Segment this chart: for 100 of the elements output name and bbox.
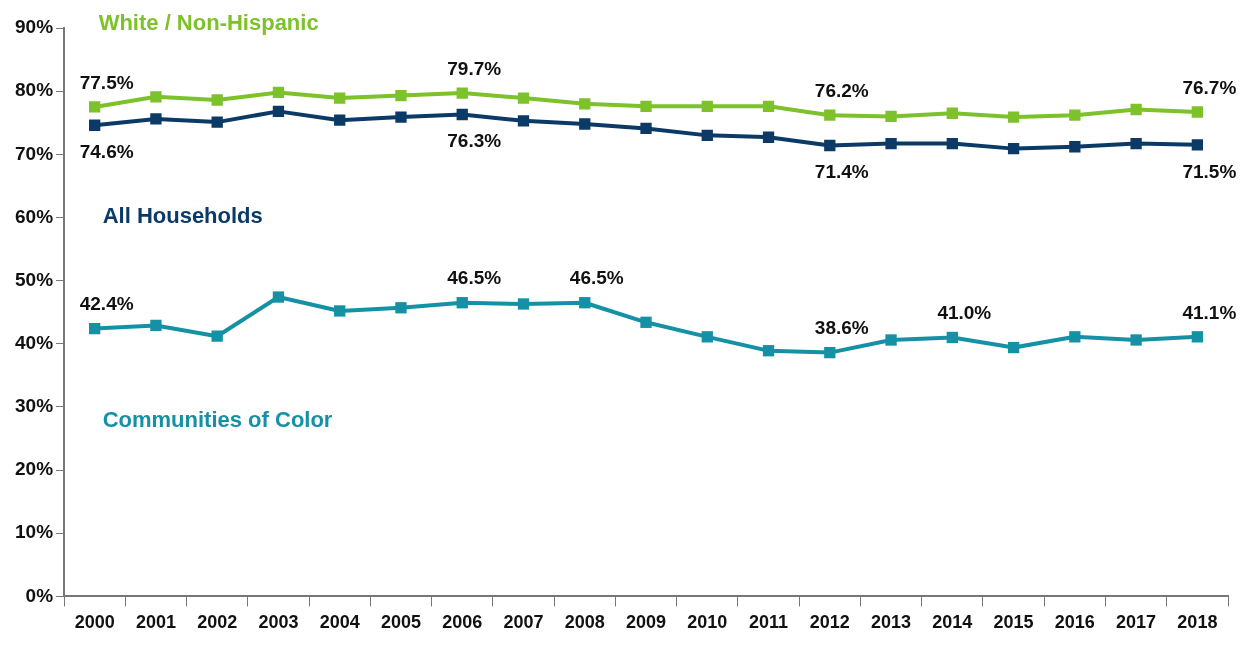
y-tick-label: 80% — [15, 79, 54, 101]
point — [579, 118, 591, 130]
point — [640, 122, 652, 135]
point — [946, 107, 958, 119]
y-tick-label: 0% — [25, 584, 54, 606]
x-tick-label: 2010 — [687, 612, 728, 633]
x-tick-label: 2017 — [1116, 612, 1157, 633]
point — [272, 291, 285, 303]
point — [456, 297, 468, 309]
point — [1069, 141, 1081, 153]
data-label: 41.0% — [937, 302, 992, 324]
x-tick-label: 2006 — [442, 612, 483, 633]
y-tick-label: 20% — [15, 458, 54, 480]
point — [150, 91, 162, 103]
point — [456, 108, 468, 121]
data-label: 71.5% — [1182, 160, 1237, 182]
point — [334, 305, 346, 317]
point — [885, 334, 897, 346]
data-label: 77.5% — [79, 71, 134, 93]
x-tick-label: 2001 — [135, 612, 176, 633]
x-tick-label: 2008 — [564, 612, 605, 633]
point — [211, 330, 223, 342]
point — [824, 139, 836, 152]
point — [579, 98, 591, 110]
point — [89, 101, 101, 113]
point — [701, 100, 713, 112]
point — [1007, 142, 1020, 155]
point — [1130, 137, 1142, 150]
x-tick-label: 2007 — [503, 612, 544, 633]
data-label: 71.4% — [814, 161, 869, 183]
x-tick-label: 2005 — [380, 612, 421, 633]
x-tick-label: 2004 — [319, 612, 360, 633]
text: All Households — [102, 203, 263, 229]
point — [640, 316, 652, 328]
data-label: 76.2% — [814, 79, 869, 101]
point — [395, 89, 407, 102]
x-tick-label: 2012 — [809, 612, 850, 633]
x-tick-label: 2003 — [258, 612, 299, 633]
point — [701, 129, 713, 142]
text: Communities of Color — [102, 406, 333, 432]
point — [1191, 331, 1204, 343]
data-label: 76.3% — [447, 130, 502, 152]
point — [272, 86, 285, 99]
point — [517, 298, 530, 310]
point — [211, 94, 223, 106]
point — [762, 100, 775, 112]
data-label: 79.7% — [447, 57, 502, 79]
point — [701, 331, 713, 343]
point — [334, 92, 346, 104]
point — [579, 297, 591, 309]
data-label: 76.7% — [1182, 76, 1237, 98]
point — [1130, 334, 1142, 346]
y-tick-label: 90% — [15, 16, 54, 38]
x-tick-label: 2015 — [993, 612, 1034, 633]
point — [334, 114, 346, 126]
y-tick-label: 60% — [15, 205, 54, 227]
y-tick-label: 50% — [15, 268, 54, 290]
point — [946, 137, 958, 150]
data-label: 41.1% — [1182, 301, 1237, 323]
point — [456, 87, 468, 99]
data-label: 74.6% — [79, 140, 134, 162]
x-tick-label: 2013 — [871, 612, 912, 633]
x-tick-label: 2018 — [1177, 612, 1218, 633]
y-tick-label: 30% — [15, 395, 54, 417]
x-tick-label: 2009 — [625, 612, 667, 633]
point — [150, 319, 162, 332]
point — [150, 113, 162, 125]
x-tick-label: 2000 — [74, 612, 115, 633]
point — [1191, 106, 1204, 118]
point — [517, 92, 530, 104]
point — [395, 111, 407, 123]
data-label: 38.6% — [814, 317, 869, 339]
x-tick-label: 2016 — [1054, 612, 1095, 633]
point — [824, 346, 836, 359]
x-tick-label: 2002 — [197, 612, 238, 633]
point — [1069, 331, 1081, 343]
point — [1069, 109, 1081, 121]
point — [885, 137, 897, 150]
point — [1007, 111, 1020, 123]
point — [1191, 139, 1204, 151]
data-label: 46.5% — [447, 267, 502, 289]
point — [762, 345, 775, 357]
point — [1130, 103, 1142, 116]
y-tick-label: 40% — [15, 332, 54, 354]
point — [272, 105, 285, 118]
point — [946, 331, 958, 344]
data-label: 46.5% — [569, 267, 624, 289]
point — [640, 100, 652, 112]
y-tick-label: 10% — [15, 521, 54, 543]
point — [885, 110, 897, 123]
y-tick-label: 70% — [15, 142, 54, 164]
point — [395, 302, 407, 314]
point — [89, 119, 101, 131]
point — [211, 116, 223, 128]
point — [1007, 341, 1020, 354]
point — [824, 109, 836, 121]
point — [762, 131, 775, 143]
point — [89, 322, 101, 335]
data-label: 42.4% — [79, 293, 134, 315]
point — [517, 115, 530, 127]
